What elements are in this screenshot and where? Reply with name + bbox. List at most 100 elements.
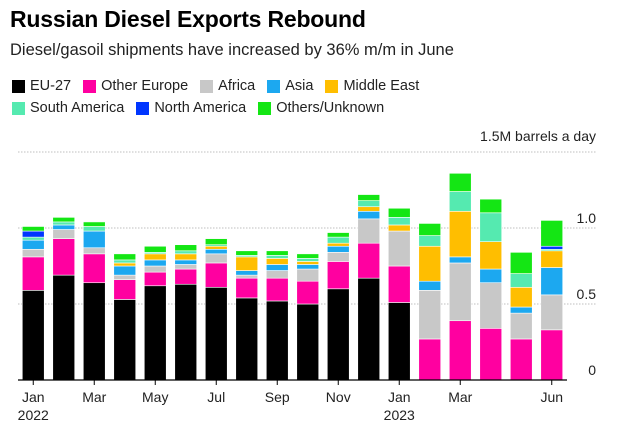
bar-segment-9-3 — [296, 264, 320, 270]
legend-label-asia: Asia — [285, 78, 314, 94]
bar-segment-2-2 — [82, 247, 106, 255]
bar-segment-17-7 — [540, 220, 564, 247]
bar-segment-6-3 — [204, 248, 228, 255]
legend-item-asia: Asia — [267, 78, 313, 94]
bar-segment-8-7 — [265, 250, 289, 256]
legend-label-eu27: EU-27 — [30, 78, 72, 94]
bar-segment-8-2 — [265, 270, 289, 279]
x-tick-label-2: May — [142, 389, 168, 405]
x-tick-sublabel-6: 2023 — [384, 407, 415, 423]
bar-segment-2-5 — [82, 226, 106, 232]
bar-segment-8-5 — [265, 255, 289, 259]
bar-segment-3-1 — [113, 279, 137, 300]
y-tick-label-0: 0 — [588, 362, 596, 378]
bar-segment-0-5 — [21, 236, 45, 241]
bar-segment-15-3 — [479, 268, 503, 284]
legend-swatch-others-unknown — [258, 101, 272, 115]
bar-segment-11-4 — [357, 206, 381, 212]
bar-segment-15-7 — [479, 198, 503, 214]
legend-item-africa: Africa — [200, 78, 255, 94]
legend-label-middle-east: Middle East — [343, 78, 420, 94]
bar-segment-17-2 — [540, 294, 564, 331]
legend-item-middle-east: Middle East — [325, 78, 419, 94]
bar-segment-12-0 — [387, 302, 411, 381]
bar-segment-9-2 — [296, 268, 320, 282]
bar-segment-14-3 — [448, 256, 472, 264]
bar-segment-1-5 — [52, 221, 76, 226]
legend-swatch-asia — [267, 79, 281, 93]
legend-item-others-unknown: Others/Unknown — [258, 100, 384, 116]
bar-segment-1-3 — [52, 224, 76, 230]
legend-item-other-europe: Other Europe — [83, 78, 188, 94]
bar-segment-13-5 — [418, 235, 442, 247]
legend-swatch-north-america — [136, 101, 150, 115]
bar-segment-8-3 — [265, 264, 289, 271]
bar-segment-9-0 — [296, 303, 320, 381]
legend-swatch-south-america — [12, 101, 25, 115]
bar-segment-6-7 — [204, 238, 228, 246]
bar-segment-11-5 — [357, 200, 381, 208]
bar-segment-14-5 — [448, 191, 472, 212]
x-tick-label-8: Jun — [540, 389, 563, 405]
bar-segment-6-1 — [204, 262, 228, 288]
bar-segment-15-2 — [479, 282, 503, 329]
bar-segment-13-1 — [418, 338, 442, 381]
bar-segment-10-0 — [326, 288, 350, 381]
bar-segment-3-2 — [113, 274, 137, 280]
bar-segment-11-1 — [357, 242, 381, 279]
legend-label-other-europe: Other Europe — [101, 78, 189, 94]
bar-segment-15-4 — [479, 241, 503, 270]
bar-segment-9-5 — [296, 258, 320, 262]
x-tick-label-4: Sep — [265, 389, 290, 405]
bar-segment-3-0 — [113, 299, 137, 381]
bar-segment-7-3 — [235, 270, 259, 276]
bar-segment-12-4 — [387, 224, 411, 232]
bar-segment-9-1 — [296, 280, 320, 305]
bar-segment-0-0 — [21, 290, 45, 381]
bar-segment-5-3 — [174, 259, 198, 265]
bar-segment-3-4 — [113, 262, 137, 267]
bar-segment-7-2 — [235, 274, 259, 279]
bar-segment-6-0 — [204, 286, 228, 381]
legend: EU-27 Other Europe Africa Asia Middle Ea… — [12, 75, 482, 119]
bar-segment-13-3 — [418, 280, 442, 291]
bar-segment-4-4 — [143, 253, 167, 261]
legend-label-africa: Africa — [218, 78, 256, 94]
x-tick-sublabel-0: 2022 — [18, 407, 49, 423]
bar-segment-7-4 — [235, 256, 259, 271]
bar-segment-5-2 — [174, 264, 198, 270]
bar-segment-0-1 — [21, 256, 45, 291]
bar-segment-0-6 — [21, 230, 45, 238]
legend-swatch-middle-east — [325, 79, 339, 93]
bar-segment-10-1 — [326, 261, 350, 290]
bar-segment-4-1 — [143, 271, 167, 287]
bar-segment-17-4 — [540, 250, 564, 268]
bar-segment-4-2 — [143, 265, 167, 273]
bar-segment-1-0 — [52, 274, 76, 381]
x-tick-label-6: Jan — [388, 389, 411, 405]
bar-segment-16-3 — [509, 306, 533, 314]
legend-label-north-america: North America — [154, 100, 247, 116]
bar-segment-7-1 — [235, 277, 259, 299]
bar-segment-12-5 — [387, 217, 411, 226]
bar-segment-9-4 — [296, 261, 320, 265]
bar-segment-14-4 — [448, 210, 472, 258]
bar-segment-16-2 — [509, 312, 533, 340]
bar-segment-15-5 — [479, 212, 503, 242]
bar-segment-10-2 — [326, 252, 350, 262]
y-axis-unit-label: 1.5M barrels a day — [480, 128, 596, 144]
bar-segment-16-7 — [509, 252, 533, 274]
legend-swatch-other-europe — [83, 79, 97, 93]
bar-segment-8-0 — [265, 300, 289, 381]
legend-label-others-unknown: Others/Unknown — [276, 100, 385, 116]
bar-segment-5-1 — [174, 268, 198, 285]
bar-segment-12-2 — [387, 230, 411, 267]
bar-segment-13-7 — [418, 223, 442, 236]
chart-title: Russian Diesel Exports Rebound — [10, 6, 366, 32]
bar-segment-8-4 — [265, 258, 289, 265]
legend-label-south-america: South America — [30, 100, 125, 116]
bar-segment-8-1 — [265, 277, 289, 302]
bar-segment-15-1 — [479, 328, 503, 381]
bar-segment-3-5 — [113, 259, 137, 264]
